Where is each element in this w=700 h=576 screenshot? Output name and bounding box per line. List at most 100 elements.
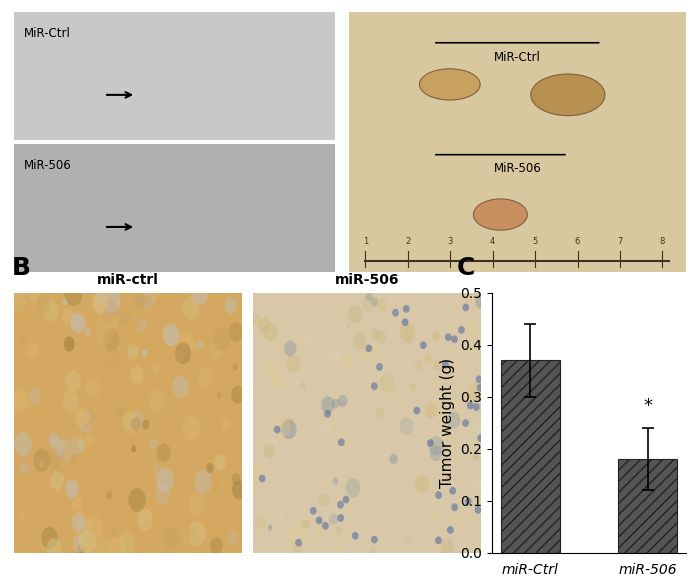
Ellipse shape — [329, 513, 338, 525]
Circle shape — [465, 498, 472, 505]
Ellipse shape — [452, 494, 460, 503]
Ellipse shape — [340, 354, 353, 370]
Circle shape — [324, 410, 331, 418]
Ellipse shape — [379, 472, 384, 479]
Ellipse shape — [50, 471, 64, 490]
Circle shape — [458, 326, 465, 334]
Ellipse shape — [14, 432, 32, 456]
Ellipse shape — [370, 328, 380, 340]
Ellipse shape — [141, 293, 154, 310]
Ellipse shape — [328, 416, 337, 429]
Ellipse shape — [60, 451, 66, 458]
Ellipse shape — [273, 506, 285, 521]
Ellipse shape — [468, 383, 483, 401]
Circle shape — [365, 344, 372, 353]
Ellipse shape — [79, 530, 96, 554]
Ellipse shape — [335, 347, 343, 358]
Ellipse shape — [197, 340, 204, 350]
Circle shape — [451, 335, 458, 343]
Ellipse shape — [97, 325, 106, 338]
Ellipse shape — [446, 399, 452, 406]
Ellipse shape — [79, 410, 91, 426]
Circle shape — [402, 305, 409, 313]
Ellipse shape — [94, 291, 111, 314]
Ellipse shape — [73, 535, 85, 552]
Ellipse shape — [153, 463, 159, 471]
Ellipse shape — [436, 409, 449, 425]
Ellipse shape — [281, 420, 297, 439]
Circle shape — [447, 526, 454, 534]
Ellipse shape — [314, 525, 324, 539]
Ellipse shape — [363, 294, 377, 312]
Ellipse shape — [210, 537, 223, 554]
Circle shape — [295, 539, 302, 547]
Ellipse shape — [400, 417, 414, 435]
Circle shape — [338, 438, 344, 446]
Ellipse shape — [346, 478, 360, 497]
Ellipse shape — [43, 300, 59, 321]
Ellipse shape — [131, 411, 144, 430]
Circle shape — [342, 495, 349, 503]
Ellipse shape — [92, 295, 107, 316]
Text: 1: 1 — [363, 237, 368, 246]
Text: 5: 5 — [533, 237, 538, 246]
Circle shape — [475, 376, 482, 383]
Ellipse shape — [206, 463, 214, 473]
Ellipse shape — [93, 290, 109, 312]
Circle shape — [337, 514, 344, 522]
Ellipse shape — [71, 453, 78, 465]
Ellipse shape — [221, 419, 230, 430]
Circle shape — [337, 501, 344, 509]
Circle shape — [462, 419, 469, 427]
Text: A: A — [10, 0, 30, 5]
Ellipse shape — [77, 544, 85, 554]
Ellipse shape — [304, 332, 314, 344]
Circle shape — [402, 319, 409, 326]
Ellipse shape — [352, 333, 366, 351]
Ellipse shape — [328, 351, 340, 367]
Ellipse shape — [228, 531, 238, 545]
Text: C: C — [457, 256, 475, 279]
Ellipse shape — [188, 521, 206, 546]
Text: miR-506: miR-506 — [335, 274, 400, 287]
Ellipse shape — [373, 290, 383, 302]
Ellipse shape — [447, 411, 461, 429]
Circle shape — [427, 439, 434, 447]
Ellipse shape — [332, 478, 338, 485]
Y-axis label: Tumor weight (g): Tumor weight (g) — [440, 358, 455, 488]
Ellipse shape — [142, 296, 152, 309]
Ellipse shape — [80, 408, 94, 427]
Text: 4: 4 — [490, 237, 496, 246]
Text: 3: 3 — [447, 237, 453, 246]
Circle shape — [473, 403, 480, 411]
Ellipse shape — [263, 444, 276, 459]
Ellipse shape — [255, 516, 266, 529]
Circle shape — [463, 304, 469, 311]
Ellipse shape — [335, 526, 342, 535]
Ellipse shape — [85, 516, 102, 540]
Text: 2: 2 — [405, 237, 410, 246]
Ellipse shape — [385, 384, 391, 391]
Ellipse shape — [155, 485, 170, 505]
Ellipse shape — [389, 454, 398, 464]
Ellipse shape — [108, 537, 125, 562]
Ellipse shape — [440, 538, 454, 555]
Ellipse shape — [272, 376, 284, 390]
Circle shape — [322, 522, 329, 530]
Ellipse shape — [65, 479, 79, 498]
Ellipse shape — [118, 532, 136, 556]
Ellipse shape — [441, 542, 452, 556]
Circle shape — [445, 333, 452, 341]
Ellipse shape — [302, 520, 309, 529]
Ellipse shape — [163, 324, 179, 346]
Ellipse shape — [29, 290, 38, 303]
Ellipse shape — [198, 367, 213, 387]
Ellipse shape — [231, 385, 244, 404]
Ellipse shape — [471, 479, 484, 494]
Bar — [618, 459, 677, 553]
Ellipse shape — [370, 297, 378, 307]
Ellipse shape — [72, 497, 83, 511]
Ellipse shape — [172, 376, 189, 399]
Text: B: B — [12, 256, 31, 279]
Circle shape — [449, 487, 456, 495]
